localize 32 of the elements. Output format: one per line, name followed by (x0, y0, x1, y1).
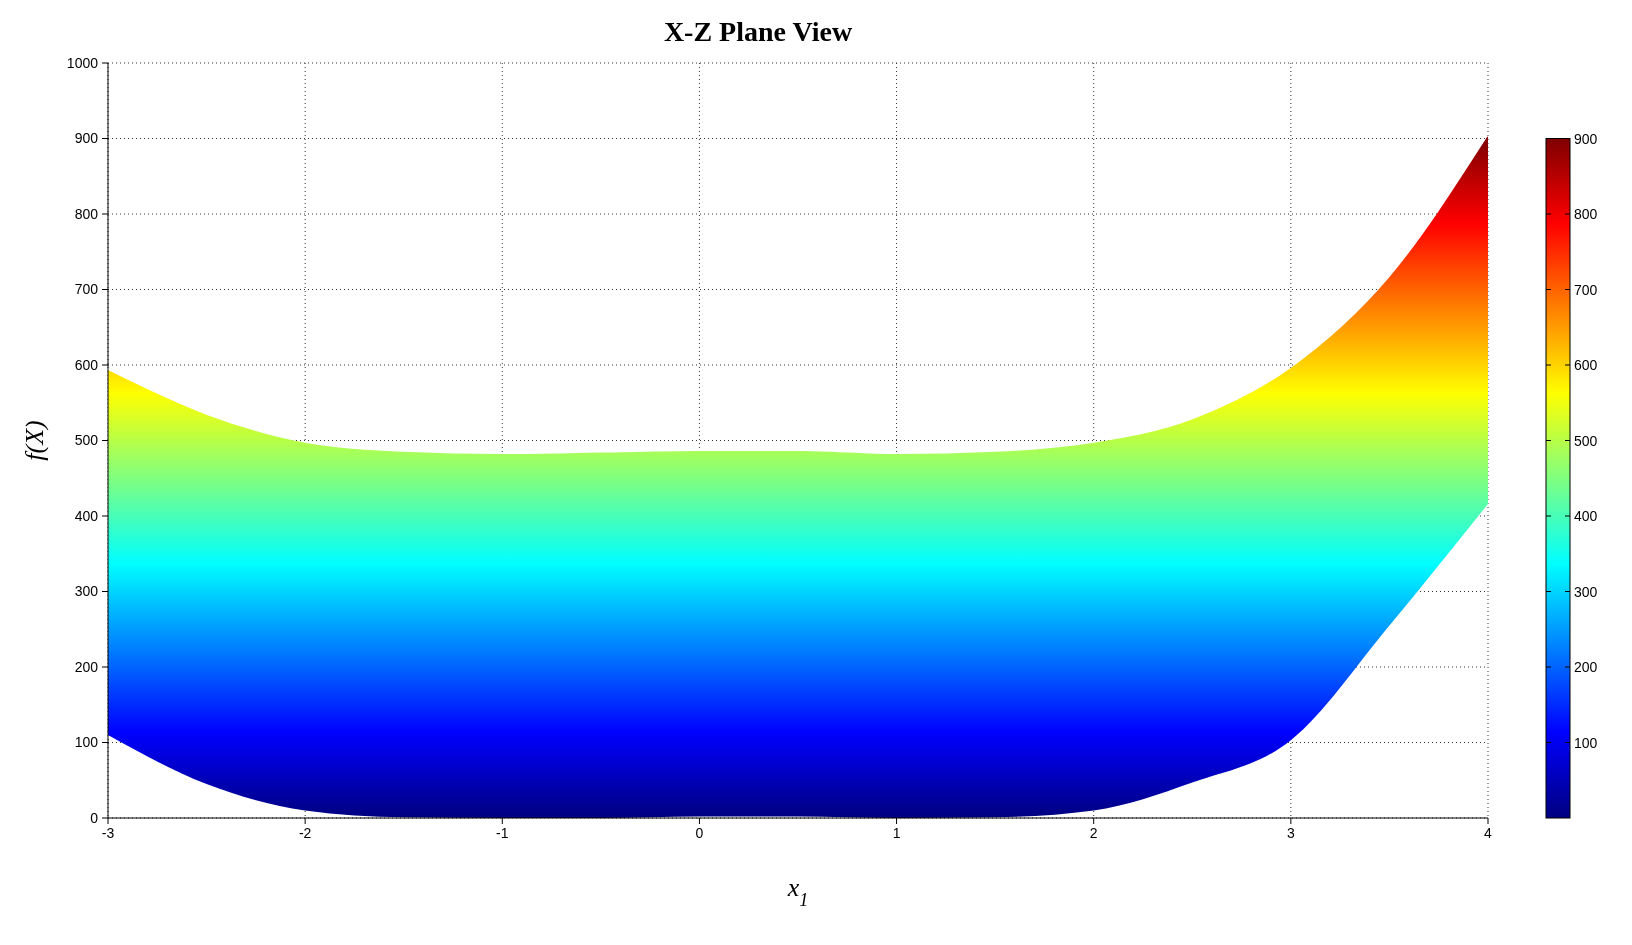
y-tick-label: 500 (74, 432, 99, 449)
color-bar-label: 600 (1574, 357, 1598, 373)
line-series (108, 136, 1488, 456)
color-bar-label: 100 (1574, 734, 1598, 751)
y-axis-title: f(X) (20, 420, 49, 461)
y-tick-label: 200 (74, 658, 99, 675)
y-tick-label: 600 (74, 356, 99, 373)
color-bar-label: 800 (1574, 206, 1598, 222)
y-tick-label: 400 (74, 507, 99, 524)
x-tick-label: -2 (298, 824, 312, 841)
y-tick-label: 1000 (66, 54, 99, 71)
y-tick-label: 700 (74, 281, 99, 298)
y-tick-label: 800 (74, 205, 99, 222)
x-tick-label: 1 (892, 824, 901, 841)
x-tick-label: 0 (695, 824, 704, 841)
color-bar-label: 500 (1574, 432, 1598, 449)
color-bar-label: 400 (1574, 508, 1598, 524)
x-axis-title: x$_{1}$ (786, 873, 809, 910)
x-tick-label: 2 (1089, 824, 1098, 841)
color-bar-label: 900 (1574, 130, 1598, 147)
x-tick-label: 4 (1484, 824, 1493, 841)
y-tick-label: 0 (90, 809, 99, 826)
chart-title: X-Z Plane View (662, 16, 854, 48)
color-bar-label: 300 (1574, 583, 1598, 600)
y-tick-label: 300 (74, 583, 99, 600)
x-tick-label: -3 (101, 824, 115, 841)
y-tick-label: 900 (74, 130, 99, 147)
x-tick-label: 3 (1286, 824, 1295, 841)
x-tick-label: -1 (496, 824, 509, 841)
y-tick-label: 100 (74, 734, 99, 751)
color-bar-label: 200 (1574, 659, 1598, 675)
color-bar-label: 700 (1574, 281, 1598, 298)
